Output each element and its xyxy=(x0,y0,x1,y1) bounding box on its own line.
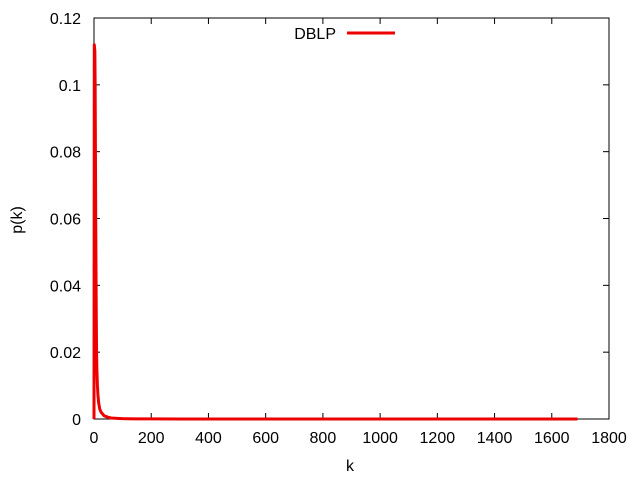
x-tick-label: 800 xyxy=(310,430,337,447)
x-tick-label: 1000 xyxy=(362,430,398,447)
x-axis-label: k xyxy=(346,458,355,475)
plot-frame xyxy=(93,17,610,420)
y-tick-label: 0.02 xyxy=(50,345,81,362)
x-axis-ticks: 0 200 400 600 800 1000 1200 1400 1600 1800 xyxy=(90,18,627,447)
y-axis-label: p(k) xyxy=(9,206,26,234)
x-tick-label: 600 xyxy=(252,430,279,447)
y-tick-label: 0.12 xyxy=(50,11,81,28)
y-tick-label: 0.08 xyxy=(50,145,81,162)
legend: DBLP xyxy=(294,26,395,43)
y-tick-label: 0.1 xyxy=(59,78,81,95)
y-tick-label: 0.04 xyxy=(50,278,81,295)
y-axis-ticks: 0 0.02 0.04 0.06 0.08 0.1 0.12 xyxy=(50,11,609,429)
x-tick-label: 1200 xyxy=(420,430,456,447)
x-tick-label: 0 xyxy=(90,430,99,447)
series-line-dblp xyxy=(92,43,578,421)
series-group xyxy=(92,43,578,421)
y-tick-label: 0 xyxy=(72,412,81,429)
x-tick-label: 200 xyxy=(138,430,165,447)
x-tick-label: 400 xyxy=(195,430,222,447)
y-tick-label: 0.06 xyxy=(50,212,81,229)
legend-label-dblp: DBLP xyxy=(294,26,336,43)
x-tick-label: 1400 xyxy=(477,430,513,447)
x-tick-label: 1800 xyxy=(591,430,627,447)
x-tick-label: 1600 xyxy=(534,430,570,447)
